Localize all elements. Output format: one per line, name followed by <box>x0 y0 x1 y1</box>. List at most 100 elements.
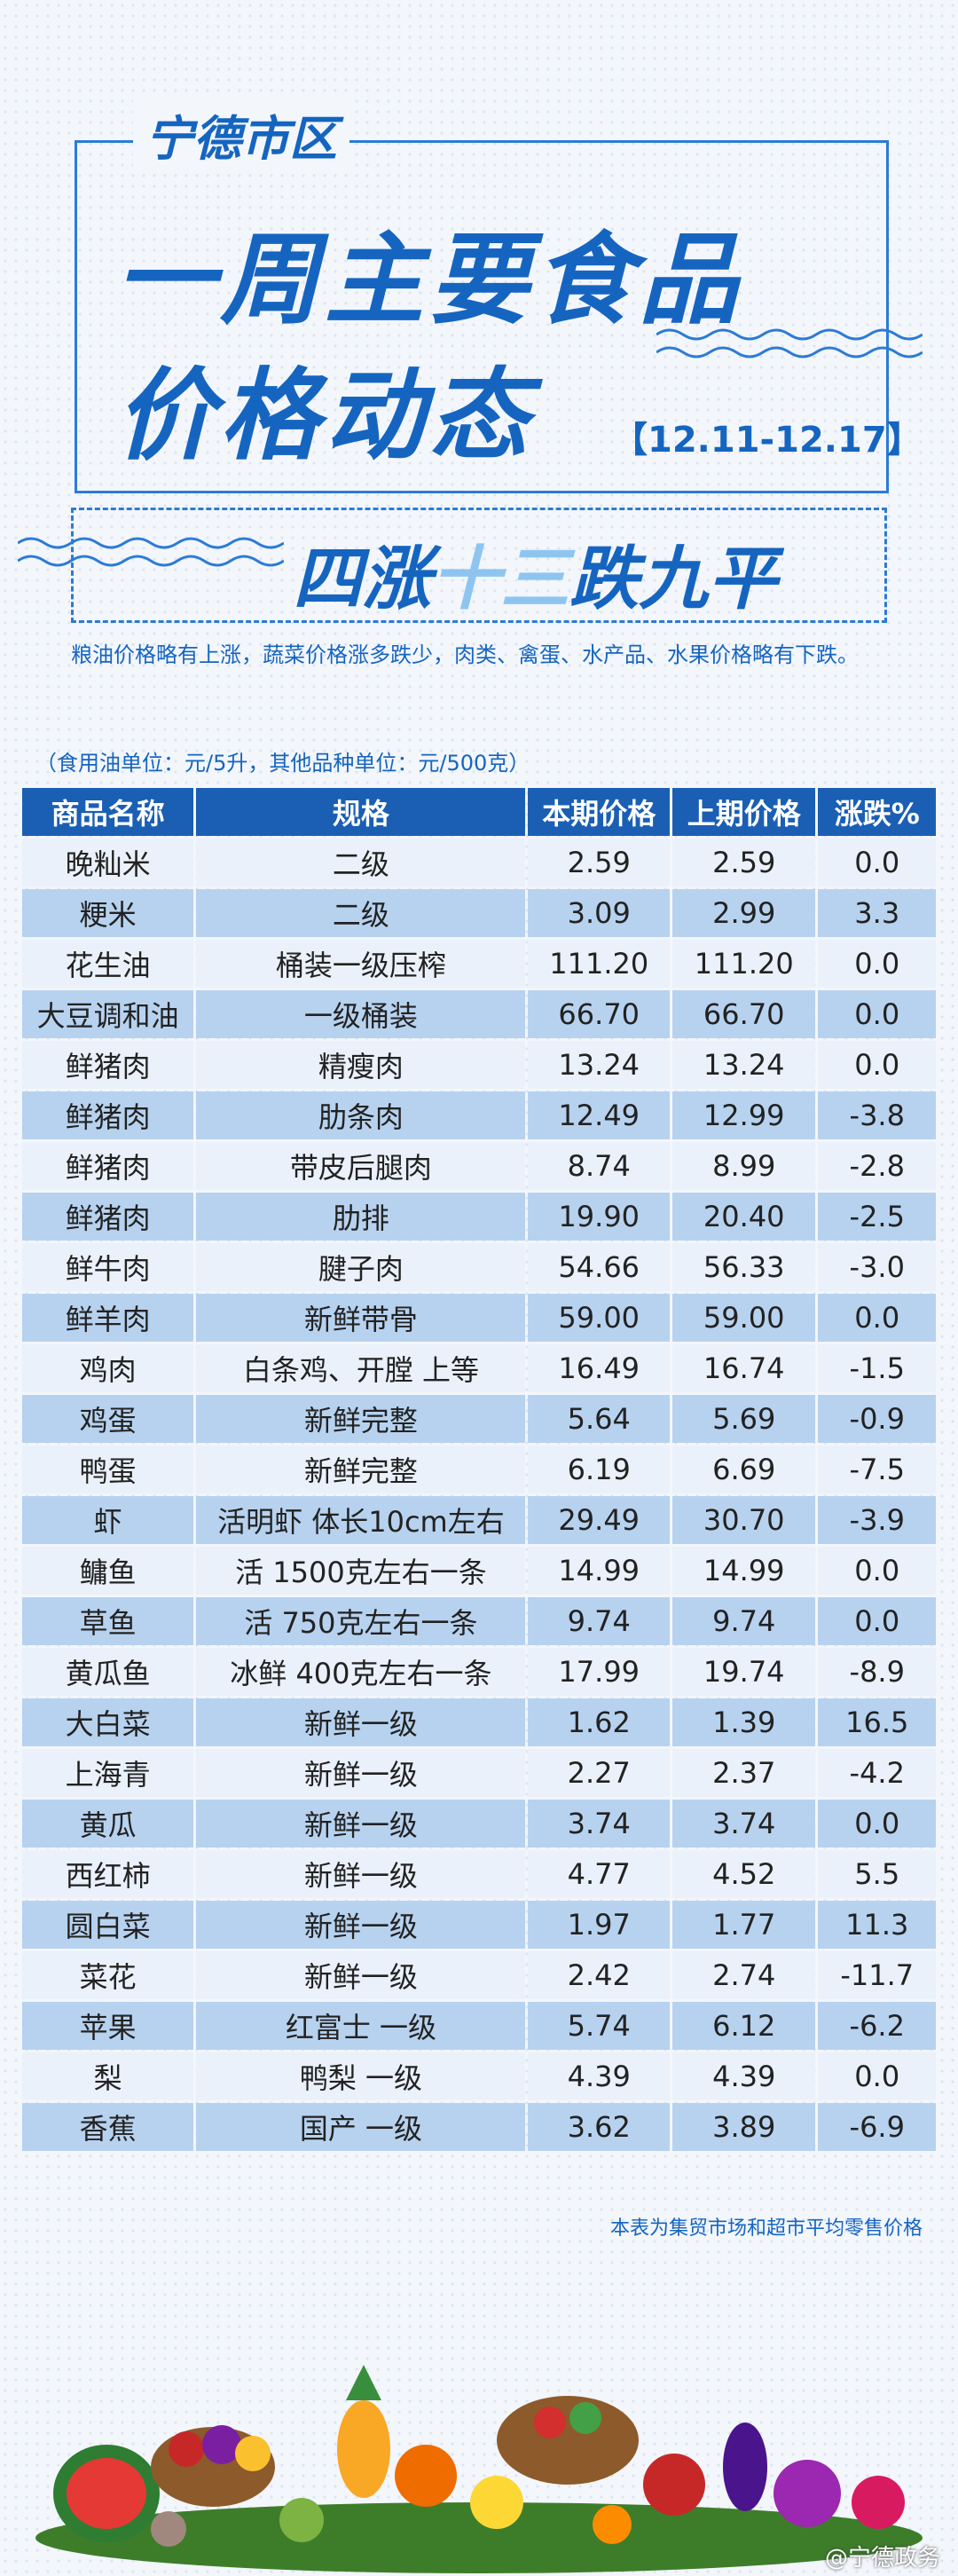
table-cell: 虾 <box>22 1496 194 1544</box>
table-cell: 新鲜一级 <box>196 1850 526 1898</box>
table-cell: 2.27 <box>528 1749 670 1797</box>
table-cell: 5.74 <box>528 2002 670 2050</box>
table-row: 鲜牛肉 腱子肉 54.66 56.33 -3.0 <box>22 1243 936 1291</box>
table-cell: 二级 <box>196 839 526 886</box>
table-cell: 鸡肉 <box>22 1344 194 1392</box>
table-cell: 带皮后腿肉 <box>196 1142 526 1190</box>
table-cell: 晚籼米 <box>22 839 194 886</box>
table-cell: 56.33 <box>671 1243 816 1291</box>
table-cell: -0.9 <box>818 1395 936 1443</box>
table-cell: 14.99 <box>671 1547 816 1595</box>
table-cell: 新鲜完整 <box>196 1395 526 1443</box>
table-cell: 0.0 <box>818 1041 936 1089</box>
table-cell: 0.0 <box>818 1800 936 1847</box>
table-row: 鲜猪肉 精瘦肉 13.24 13.24 0.0 <box>22 1041 936 1089</box>
table-cell: 花生油 <box>22 940 194 988</box>
price-table: 商品名称 规格 本期价格 上期价格 涨跌% 晚籼米 二级 2.59 2.59 0.0 粳米 二级 3.… <box>20 785 938 2154</box>
table-cell: 2.59 <box>528 839 670 886</box>
table-cell: 二级 <box>196 889 526 937</box>
table-cell: 活 750克左右一条 <box>196 1597 526 1645</box>
table-row: 苹果 红富士 一级 5.74 6.12 -6.2 <box>22 2002 936 2050</box>
table-cell: 111.20 <box>528 940 670 988</box>
city: 宁德市区 <box>133 99 349 169</box>
table-cell: 59.00 <box>528 1294 670 1342</box>
table-cell: 1.77 <box>671 1901 816 1949</box>
table-row: 鳙鱼活 1500克左右一条 14.99 14.99 0.0 <box>22 1547 936 1595</box>
table-cell: 5.69 <box>671 1395 816 1443</box>
watermark: @宁德政务 <box>824 2545 940 2572</box>
table-cell: 2.59 <box>671 839 816 886</box>
table-cell: 鲜羊肉 <box>22 1294 194 1342</box>
table-cell: 111.20 <box>671 940 816 988</box>
headline: 四涨十三跌九平 <box>293 524 777 623</box>
table-row: 大白菜 新鲜一级 1.62 1.39 16.5 <box>22 1698 936 1746</box>
summary: 粮油价格略有上涨，蔬菜价格涨多跌少，肉类、禽蛋、水产品、水果价格略有下跌。 <box>71 642 859 667</box>
table-cell: 肋条肉 <box>196 1091 526 1139</box>
headline-frame <box>71 508 887 623</box>
table-cell: 鳙鱼 <box>22 1547 194 1595</box>
table-cell: 黄瓜鱼 <box>22 1648 194 1696</box>
table-cell: 54.66 <box>528 1243 670 1291</box>
table-cell: 20.40 <box>671 1193 816 1241</box>
table-cell: -3.8 <box>818 1091 936 1139</box>
table-cell: 19.74 <box>671 1648 816 1696</box>
table-cell: 鲜猪肉 <box>22 1091 194 1139</box>
title-line: 一周主要食品 <box>115 223 743 338</box>
table-body: 晚籼米 二级 2.59 2.59 0.0 粳米 二级 3.09 2.99 3.3 花生油 桶装一级压榨… <box>22 839 936 2151</box>
table-cell: 鸭蛋 <box>22 1446 194 1493</box>
header-row: 商品名称 规格 本期价格 上期价格 涨跌% <box>22 788 936 836</box>
table-cell: 66.70 <box>671 990 816 1038</box>
table-cell: 6.69 <box>671 1446 816 1493</box>
table-cell: -2.8 <box>818 1142 936 1190</box>
table-cell: 6.19 <box>528 1446 670 1493</box>
table-row: 鲜猪肉 带皮后腿肉 8.74 8.99 -2.8 <box>22 1142 936 1190</box>
table-cell: 1.62 <box>528 1698 670 1746</box>
table-cell: 4.77 <box>528 1850 670 1898</box>
headline-part: 四涨 <box>293 540 432 619</box>
table-cell: 30.70 <box>671 1496 816 1544</box>
table-row: 西红柿 新鲜一级 4.77 4.52 5.5 <box>22 1850 936 1898</box>
table-row: 黄瓜鱼 冰鲜 400克左右一条 17.99 19.74 -8.9 <box>22 1648 936 1696</box>
table-cell: 3.74 <box>528 1800 670 1847</box>
table-cell: 新鲜一级 <box>196 1800 526 1847</box>
column-header: 涨跌% <box>818 788 936 836</box>
table-cell: 0.0 <box>818 1547 936 1595</box>
table-row: 花生油 桶装一级压榨 111.20 111.20 0.0 <box>22 940 936 988</box>
table-cell: 鲜猪肉 <box>22 1142 194 1190</box>
table-cell: 12.49 <box>528 1091 670 1139</box>
table-row: 上海青 新鲜一级 2.27 2.37 -4.2 <box>22 1749 936 1797</box>
table-cell: 香蕉 <box>22 2103 194 2151</box>
table-cell: 13.24 <box>671 1041 816 1089</box>
table-cell: 14.99 <box>528 1547 670 1595</box>
footnote: 本表为集贸市场和超市平均零售价格 <box>609 2218 923 2240</box>
table-cell: 腱子肉 <box>196 1243 526 1291</box>
table-cell: -4.2 <box>818 1749 936 1797</box>
table-cell: 桶装一级压榨 <box>196 940 526 988</box>
table-cell: 9.74 <box>671 1597 816 1645</box>
table-cell: 1.39 <box>671 1698 816 1746</box>
table-cell: 黄瓜 <box>22 1800 194 1847</box>
table-cell: 新鲜一级 <box>196 1698 526 1746</box>
table-cell: 活 1500克左右一条 <box>196 1547 526 1595</box>
table-cell: 59.00 <box>671 1294 816 1342</box>
table-cell: 16.5 <box>818 1698 936 1746</box>
table-cell: 66.70 <box>528 990 670 1038</box>
table-cell: 0.0 <box>818 2052 936 2100</box>
table-cell: 冰鲜 400克左右一条 <box>196 1648 526 1696</box>
table-cell: 新鲜带骨 <box>196 1294 526 1342</box>
table-cell: 鲜牛肉 <box>22 1243 194 1291</box>
table-cell: 精瘦肉 <box>196 1041 526 1089</box>
table-cell: -3.0 <box>818 1243 936 1291</box>
table-row: 草鱼活 750克左右一条 9.74 9.74 0.0 <box>22 1597 936 1645</box>
table-cell: 6.12 <box>671 2002 816 2050</box>
table-cell: 0.0 <box>818 990 936 1038</box>
table-row: 鲜猪肉 肋条肉 12.49 12.99 -3.8 <box>22 1091 936 1139</box>
table-row: 菜花 新鲜一级 2.42 2.74 -11.7 <box>22 1951 936 1999</box>
table-cell: 鸭梨 一级 <box>196 2052 526 2100</box>
table-cell: 国产 一级 <box>196 2103 526 2151</box>
table-cell: 菜花 <box>22 1951 194 1999</box>
table-cell: 5.64 <box>528 1395 670 1443</box>
date-range: 【12.11-12.17】 <box>612 420 923 461</box>
table-row: 晚籼米 二级 2.59 2.59 0.0 <box>22 839 936 886</box>
table-cell: -6.2 <box>818 2002 936 2050</box>
